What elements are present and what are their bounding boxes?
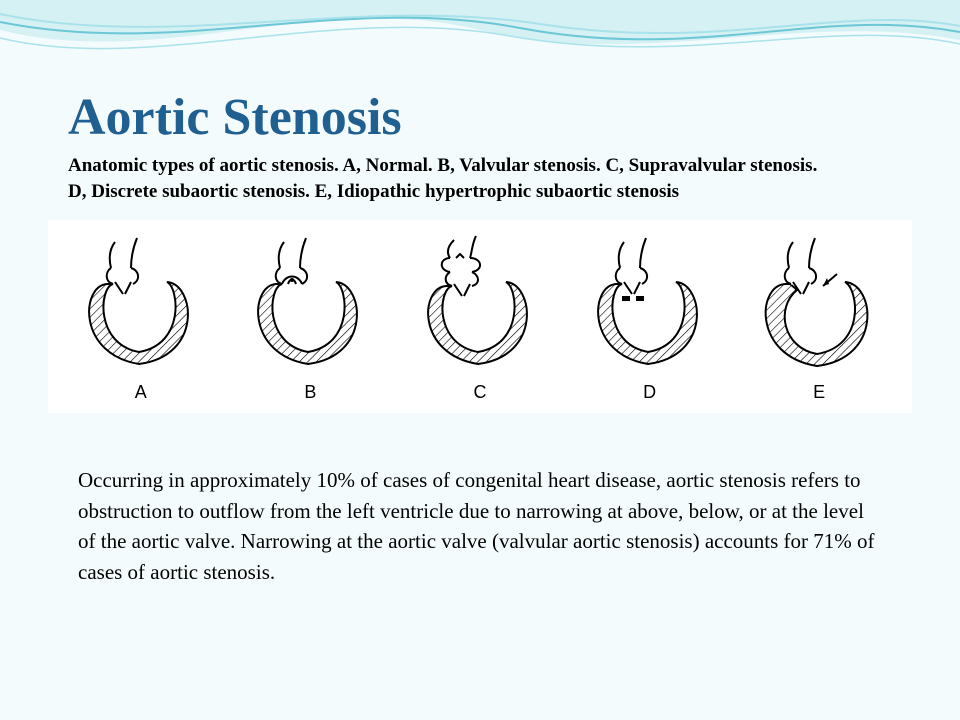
body-text: Occurring in approximately 10% of cases … xyxy=(68,465,892,587)
slide-title: Aortic Stenosis xyxy=(68,88,892,147)
subtitle-line-2: D, Discrete subaortic stenosis. E, Idiop… xyxy=(68,181,679,202)
diagram-d: D xyxy=(580,234,720,403)
diagram-label-d: D xyxy=(643,382,656,403)
diagram-e: E xyxy=(749,234,889,403)
subtitle-line-1: Anatomic types of aortic stenosis. A, No… xyxy=(68,155,817,176)
diagram-c: C xyxy=(410,234,550,403)
diagram-label-e: E xyxy=(813,382,825,403)
slide-subtitle: Anatomic types of aortic stenosis. A, No… xyxy=(68,153,892,204)
diagram-b: B xyxy=(240,234,380,403)
diagram-label-b: B xyxy=(304,382,316,403)
diagram-row: A B xyxy=(48,220,912,413)
slide-content: Aortic Stenosis Anatomic types of aortic… xyxy=(0,0,960,627)
diagram-label-a: A xyxy=(135,382,147,403)
diagram-a: A xyxy=(71,234,211,403)
diagram-label-c: C xyxy=(473,382,486,403)
